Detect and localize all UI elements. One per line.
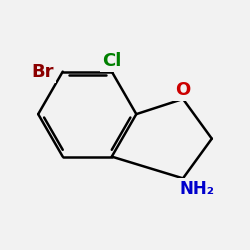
Text: Cl: Cl [102,52,122,70]
Text: NH₂: NH₂ [179,180,214,198]
Text: O: O [175,81,190,99]
Text: Br: Br [32,63,54,81]
